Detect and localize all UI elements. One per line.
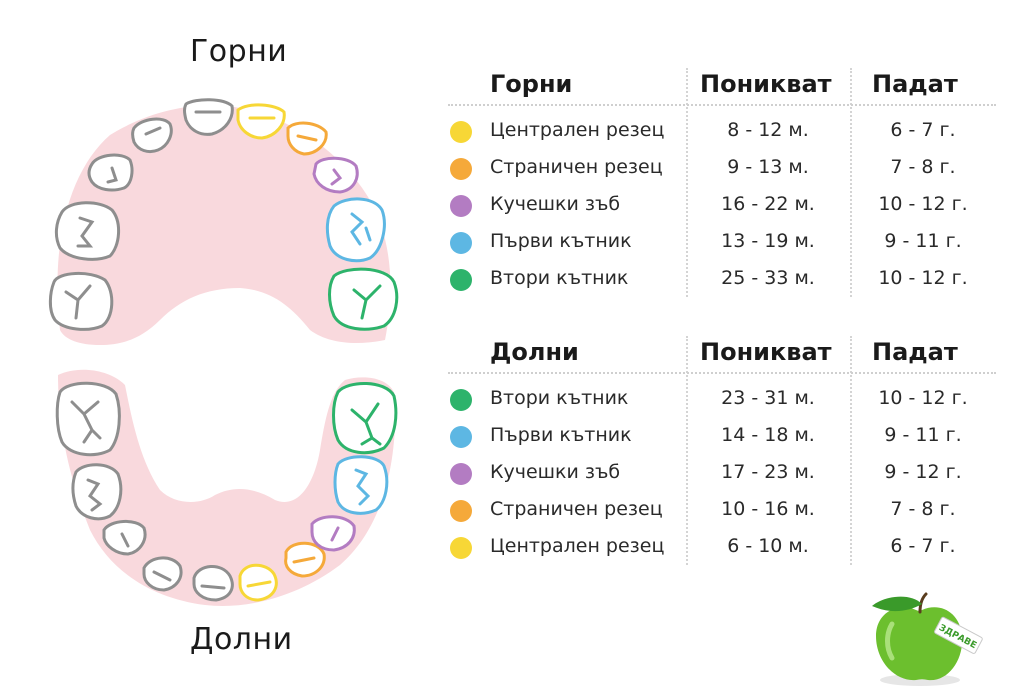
lower-left-second-molar <box>55 381 121 457</box>
tooth-name: Втори кътник <box>490 387 629 409</box>
upper-right-canine <box>312 156 359 194</box>
erupt-age: 8 - 12 м. <box>727 119 809 141</box>
erupt-age: 17 - 23 м. <box>721 461 815 483</box>
fall-age: 9 - 11 г. <box>884 230 962 252</box>
fall-age: 9 - 12 г. <box>884 461 962 483</box>
tooth-name: Първи кътник <box>490 424 632 446</box>
tooth-name: Страничен резец <box>490 498 663 520</box>
lower-right-lateral-incisor <box>284 541 326 578</box>
fall-age: 7 - 8 г. <box>890 156 956 178</box>
header-name: Горни <box>490 70 573 98</box>
fall-age: 10 - 12 г. <box>878 387 968 409</box>
lower-right-second-molar <box>332 381 398 455</box>
fall-age: 6 - 7 г. <box>890 535 956 557</box>
upper-teeth-table: Горни Поникват Падат Централен резец 8 -… <box>448 68 996 297</box>
upper-left-canine <box>87 153 134 192</box>
color-dot <box>450 389 472 411</box>
fall-age: 10 - 12 г. <box>878 193 968 215</box>
upper-left-first-molar <box>54 201 120 261</box>
erupt-age: 6 - 10 м. <box>727 535 809 557</box>
header-fall: Падат <box>872 338 958 366</box>
color-dot <box>450 158 472 180</box>
lower-teeth-table: Долни Поникват Падат Втори кътник 23 - 3… <box>448 336 996 565</box>
erupt-age: 10 - 16 м. <box>721 498 815 520</box>
table-row: Централен резец 8 - 12 м. 6 - 7 г. <box>448 112 996 149</box>
lower-left-central-incisor <box>192 565 234 602</box>
tooth-name: Централен резец <box>490 535 665 557</box>
table-header: Горни Поникват Падат <box>448 68 996 106</box>
table-row: Кучешки зъб 16 - 22 м. 10 - 12 г. <box>448 186 996 223</box>
column-divider <box>686 68 688 297</box>
color-dot <box>450 537 472 559</box>
header-erupt: Поникват <box>700 70 832 98</box>
fall-age: 6 - 7 г. <box>890 119 956 141</box>
lower-right-first-molar <box>333 455 389 515</box>
upper-right-central-incisor <box>236 103 286 140</box>
upper-left-lateral-incisor <box>131 117 173 154</box>
fall-age: 10 - 12 г. <box>878 267 968 289</box>
table-row: Първи кътник 14 - 18 м. 9 - 11 г. <box>448 417 996 454</box>
lower-right-central-incisor <box>238 563 278 602</box>
color-dot <box>450 232 472 254</box>
table-row: Втори кътник 25 - 33 м. 10 - 12 г. <box>448 260 996 297</box>
tooth-name: Кучешки зъб <box>490 461 621 483</box>
table-row: Страничен резец 10 - 16 м. 7 - 8 г. <box>448 491 996 528</box>
green-apple-icon: ЗДРАВЕ <box>872 592 983 686</box>
fall-age: 9 - 11 г. <box>884 424 962 446</box>
color-dot <box>450 269 472 291</box>
header-fall: Падат <box>872 70 958 98</box>
teeth-diagram <box>48 98 399 606</box>
upper-right-second-molar <box>328 267 399 331</box>
lower-left-first-molar <box>71 463 123 521</box>
tooth-name: Втори кътник <box>490 267 629 289</box>
erupt-age: 16 - 22 м. <box>721 193 815 215</box>
color-dot <box>450 500 472 522</box>
table-row: Първи кътник 13 - 19 м. 9 - 11 г. <box>448 223 996 260</box>
upper-right-lateral-incisor <box>286 121 328 156</box>
upper-right-first-molar <box>325 197 386 263</box>
table-row: Централен резец 6 - 10 м. 6 - 7 г. <box>448 528 996 565</box>
lower-right-canine <box>310 515 356 552</box>
tooth-name: Първи кътник <box>490 230 632 252</box>
upper-left-central-incisor <box>183 98 234 136</box>
lower-left-lateral-incisor <box>142 556 183 592</box>
table-row: Страничен резец 9 - 13 м. 7 - 8 г. <box>448 149 996 186</box>
color-dot <box>450 121 472 143</box>
upper-gum <box>57 105 391 345</box>
tooth-name: Централен резец <box>490 119 665 141</box>
table-header: Долни Поникват Падат <box>448 336 996 374</box>
color-dot <box>450 463 472 485</box>
header-name: Долни <box>490 338 579 366</box>
header-erupt: Поникват <box>700 338 832 366</box>
column-divider <box>850 336 852 565</box>
lower-jaw-title: Долни <box>190 622 293 657</box>
lower-left-canine <box>102 520 147 556</box>
erupt-age: 13 - 19 м. <box>721 230 815 252</box>
tooth-name: Кучешки зъб <box>490 193 621 215</box>
erupt-age: 23 - 31 м. <box>721 387 815 409</box>
erupt-age: 14 - 18 м. <box>721 424 815 446</box>
upper-left-second-molar <box>48 272 114 331</box>
column-divider <box>686 336 688 565</box>
column-divider <box>850 68 852 297</box>
color-dot <box>450 426 472 448</box>
table-row: Кучешки зъб 17 - 23 м. 9 - 12 г. <box>448 454 996 491</box>
fall-age: 7 - 8 г. <box>890 498 956 520</box>
tooth-name: Страничен резец <box>490 156 663 178</box>
erupt-age: 9 - 13 м. <box>727 156 809 178</box>
upper-jaw-title: Горни <box>190 34 288 69</box>
color-dot <box>450 195 472 217</box>
erupt-age: 25 - 33 м. <box>721 267 815 289</box>
table-row: Втори кътник 23 - 31 м. 10 - 12 г. <box>448 380 996 417</box>
